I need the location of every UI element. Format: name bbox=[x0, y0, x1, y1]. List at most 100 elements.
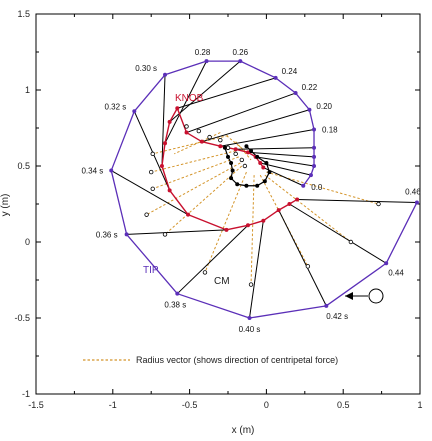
time-label: 0.32 s bbox=[105, 102, 127, 111]
inner-point bbox=[255, 183, 260, 188]
rod-line bbox=[186, 92, 296, 134]
cm-point bbox=[376, 201, 381, 207]
radius-vector-line bbox=[151, 150, 236, 173]
cm-point bbox=[233, 151, 238, 157]
tip-point bbox=[301, 183, 306, 188]
inner-point bbox=[235, 182, 240, 187]
rod-line bbox=[278, 209, 327, 307]
tip-point bbox=[238, 59, 243, 64]
cm-point bbox=[305, 264, 311, 269]
tip-point bbox=[132, 109, 137, 114]
rod-line bbox=[164, 60, 207, 144]
tip-point bbox=[312, 164, 317, 168]
time-labels: 0.0 0.18 0.20 0.22 0.24 0.26 0.28 0.30 s 0.32 s 0… bbox=[81, 48, 421, 334]
cm-point bbox=[348, 239, 354, 245]
knob-point bbox=[224, 227, 229, 232]
rod-line bbox=[133, 111, 171, 191]
radius-vector-line bbox=[235, 141, 252, 161]
rod-line bbox=[111, 170, 189, 216]
knob-point bbox=[199, 139, 204, 144]
cm-point bbox=[144, 212, 149, 217]
y-tick-label: 1.5 bbox=[17, 9, 30, 19]
cm-point bbox=[248, 282, 254, 287]
knob-point bbox=[287, 202, 292, 206]
y-tick-label: -0.5 bbox=[14, 313, 30, 323]
knob-point bbox=[261, 218, 266, 223]
tip-point bbox=[307, 107, 312, 112]
motion-direction-indicator bbox=[345, 288, 384, 304]
time-label: 0.30 s bbox=[135, 64, 157, 73]
tip-point bbox=[312, 127, 317, 132]
inner-point bbox=[244, 183, 249, 188]
inner-point bbox=[249, 148, 254, 153]
knob-path-line bbox=[161, 107, 298, 231]
knob-point bbox=[186, 212, 191, 217]
rod-line bbox=[249, 220, 264, 319]
knob-point bbox=[175, 106, 180, 111]
cm-annotation: CM bbox=[214, 276, 230, 287]
tip-point bbox=[273, 75, 278, 80]
time-label: 0.44 bbox=[388, 268, 404, 277]
time-label: 0.46 bbox=[405, 187, 421, 196]
radius-vector-line bbox=[226, 135, 246, 152]
cm-point bbox=[242, 163, 248, 169]
cm-point bbox=[202, 270, 208, 275]
tip-point bbox=[312, 154, 317, 159]
rod-line bbox=[297, 198, 417, 203]
y-axis-title: y (m) bbox=[0, 194, 11, 217]
rod-line bbox=[201, 109, 310, 143]
knob-point bbox=[276, 208, 281, 213]
y-tick-label: 0.5 bbox=[17, 161, 30, 171]
cm-point bbox=[148, 169, 154, 175]
knob-point bbox=[261, 165, 266, 170]
radius-vector-line bbox=[152, 156, 239, 190]
tip-point bbox=[414, 200, 419, 205]
radius-vector-line bbox=[164, 165, 243, 235]
tip-point bbox=[308, 173, 313, 178]
time-label: 0.38 s bbox=[164, 301, 186, 310]
x-tick-label: 0 bbox=[264, 400, 269, 410]
tip-path-line bbox=[110, 60, 418, 319]
radius-vector-line bbox=[152, 135, 229, 155]
cm-point bbox=[162, 232, 168, 237]
inner-point bbox=[244, 144, 249, 149]
tip-point bbox=[324, 303, 329, 308]
time-label: 0.22 bbox=[302, 83, 318, 92]
time-label: 0.0 bbox=[311, 183, 323, 192]
rod-line bbox=[220, 129, 315, 147]
legend: Radius vector (shows direction of centri… bbox=[83, 355, 338, 365]
tip-point bbox=[247, 316, 252, 320]
y-tick-label: 1 bbox=[25, 85, 30, 95]
tip-point bbox=[124, 232, 129, 237]
rod-lines bbox=[111, 60, 417, 319]
inner-point bbox=[230, 168, 235, 173]
arrow-head-icon bbox=[345, 292, 353, 300]
cm-point bbox=[218, 137, 223, 143]
time-label: 0.34 s bbox=[81, 167, 103, 176]
x-tick-label: 1 bbox=[417, 400, 422, 410]
time-label: 0.36 s bbox=[96, 230, 118, 239]
rod-line bbox=[289, 203, 387, 264]
x-tick-label: 0.5 bbox=[337, 400, 350, 410]
y-tick-label: -1 bbox=[22, 389, 30, 399]
tip-point bbox=[204, 59, 209, 64]
rod-line bbox=[255, 156, 315, 167]
tip-annotation: TIP bbox=[143, 265, 159, 276]
y-tick-label: 0 bbox=[25, 237, 30, 247]
cm-point bbox=[239, 157, 245, 163]
plot-frame bbox=[35, 13, 421, 395]
time-label: 0.42 s bbox=[326, 312, 348, 321]
knob-point bbox=[159, 164, 164, 168]
knob-point bbox=[218, 144, 223, 149]
rod-line bbox=[176, 224, 249, 295]
annotations: KNOB TIP CM bbox=[143, 93, 230, 287]
cm-point bbox=[150, 186, 155, 191]
radius-vectors bbox=[146, 132, 379, 285]
time-label: 0.18 bbox=[322, 126, 338, 135]
tip-point bbox=[163, 72, 168, 77]
cm-point bbox=[184, 124, 189, 129]
x-tick-label: -1 bbox=[109, 400, 117, 410]
time-label: 0.40 s bbox=[239, 325, 261, 334]
rod-line bbox=[161, 74, 166, 167]
